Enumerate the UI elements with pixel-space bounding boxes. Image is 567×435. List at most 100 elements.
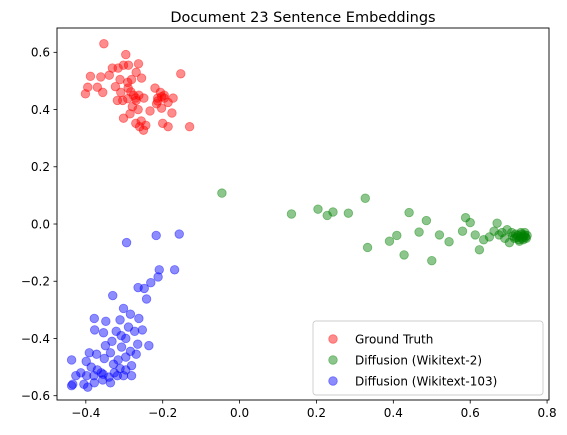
data-point	[121, 237, 132, 248]
data-point	[138, 125, 149, 135]
data-point	[474, 245, 485, 255]
data-point	[404, 207, 414, 218]
legend-label: Diffusion (Wikitext-2)	[355, 353, 482, 367]
data-point	[217, 188, 227, 198]
data-point	[151, 99, 162, 109]
data-point	[115, 315, 125, 325]
data-point	[118, 60, 129, 70]
data-point	[136, 73, 147, 83]
data-point	[509, 233, 520, 244]
data-point	[66, 355, 77, 365]
data-point	[518, 231, 529, 241]
data-point	[99, 39, 109, 49]
data-point	[313, 204, 323, 214]
chart-title: Document 23 Sentence Embeddings	[170, 10, 435, 26]
data-point	[156, 91, 167, 102]
series-2	[66, 229, 184, 392]
data-point	[118, 113, 129, 123]
data-point	[131, 95, 141, 106]
data-point	[155, 87, 166, 98]
data-point	[457, 226, 468, 236]
data-point	[384, 236, 395, 246]
x-tick-label: 0.4	[384, 406, 403, 420]
data-point	[174, 229, 184, 239]
data-point	[109, 368, 119, 378]
data-point	[500, 233, 510, 244]
data-point	[129, 326, 140, 337]
data-point	[116, 342, 127, 352]
x-axis: −0.4 −0.2 0.0 0.2 0.4 0.6 0.8	[71, 400, 557, 420]
data-point	[134, 90, 144, 100]
data-point	[133, 104, 143, 115]
data-point	[153, 96, 163, 106]
data-point	[125, 346, 136, 357]
y-tick-label: −0.6	[21, 389, 50, 403]
data-point	[520, 232, 531, 242]
data-point	[98, 369, 108, 379]
data-point	[126, 87, 136, 97]
data-point	[110, 81, 121, 92]
data-point	[139, 283, 149, 294]
data-point	[84, 348, 94, 358]
data-point	[494, 230, 504, 240]
y-axis: −0.6 −0.4 −0.2 0.0 0.2 0.4 0.6	[21, 46, 57, 403]
data-point	[118, 95, 128, 106]
data-point	[104, 70, 114, 80]
data-point	[139, 93, 149, 103]
data-point	[153, 272, 163, 282]
data-point	[145, 106, 155, 116]
data-point	[141, 120, 151, 130]
data-point	[169, 265, 180, 275]
data-point	[125, 309, 136, 319]
x-tick-label: −0.4	[71, 406, 100, 420]
data-point	[489, 226, 499, 236]
data-point	[484, 232, 495, 242]
data-point	[184, 122, 195, 132]
data-point	[83, 82, 93, 92]
data-point	[107, 336, 117, 347]
data-point	[126, 370, 137, 381]
data-point	[131, 349, 141, 359]
data-point	[79, 379, 89, 389]
data-point	[121, 49, 131, 60]
data-point	[322, 210, 332, 221]
data-point	[123, 93, 133, 104]
data-point	[517, 233, 528, 244]
data-point	[133, 339, 143, 349]
data-point	[92, 365, 103, 375]
plot-area-frame	[56, 27, 550, 401]
series-0	[80, 39, 195, 135]
data-point	[470, 230, 480, 240]
data-point	[512, 233, 522, 243]
data-point	[131, 67, 141, 78]
data-point	[508, 231, 518, 241]
data-point	[86, 362, 96, 372]
data-point	[492, 218, 502, 228]
data-point	[107, 63, 118, 73]
data-point	[362, 242, 373, 253]
data-point	[112, 370, 123, 381]
data-point	[414, 227, 424, 237]
data-point	[167, 108, 177, 118]
data-point	[99, 353, 109, 364]
data-point	[113, 355, 123, 365]
data-point	[131, 93, 141, 103]
data-point	[444, 237, 454, 247]
data-point	[89, 370, 99, 381]
data-point	[123, 77, 133, 88]
y-tick-label: −0.2	[21, 275, 50, 289]
data-point	[514, 236, 525, 246]
data-point	[133, 59, 144, 69]
data-point	[104, 372, 114, 382]
data-point	[127, 101, 138, 112]
data-point	[510, 229, 521, 239]
data-point	[111, 326, 121, 337]
data-point	[478, 235, 489, 245]
data-point	[516, 227, 526, 238]
data-point	[89, 378, 99, 388]
data-point	[515, 232, 525, 242]
data-point	[91, 349, 102, 359]
data-point	[427, 255, 437, 266]
data-point	[153, 93, 163, 103]
